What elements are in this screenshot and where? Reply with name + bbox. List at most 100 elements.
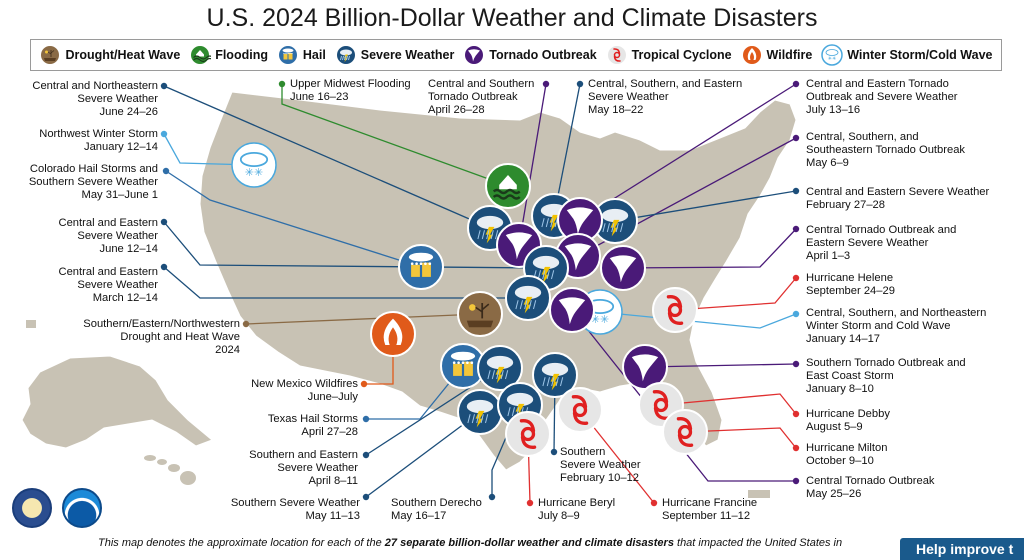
event-name: Hurricane Helene bbox=[806, 272, 894, 284]
event-label: Colorado Hail Storms and Southern Severe … bbox=[29, 163, 158, 202]
leader-dot bbox=[550, 448, 558, 456]
event-name: Colorado Hail Storms and bbox=[29, 163, 158, 175]
event-label: Central and Southern Tornado Outbreak Apri… bbox=[428, 78, 534, 117]
leader-line bbox=[245, 313, 481, 325]
leader-dot bbox=[360, 380, 368, 388]
leader-dot bbox=[278, 80, 286, 88]
hail-icon bbox=[276, 44, 299, 66]
event-label: Central Tornado Outbreak and Eastern Seve… bbox=[806, 224, 956, 263]
leader-line bbox=[674, 277, 797, 311]
event-date: April 1–3 bbox=[806, 250, 851, 262]
event-name: Severe Weather bbox=[77, 230, 158, 242]
legend-label: Tropical Cyclone bbox=[631, 48, 732, 62]
winter-storm-icon-marker: ✳✳ bbox=[231, 142, 277, 188]
event-name: Outbreak and Severe Weather bbox=[806, 91, 958, 103]
flood-icon bbox=[189, 44, 212, 66]
event-label: Southern Tornado Outbreak and East Coast … bbox=[806, 357, 966, 396]
event-name: Hurricane Milton bbox=[806, 442, 888, 454]
svg-text:✳✳: ✳✳ bbox=[828, 56, 836, 62]
event-date: June–July bbox=[307, 391, 358, 403]
event-date: 2024 bbox=[215, 344, 240, 356]
event-name: Hurricane Beryl bbox=[538, 497, 616, 509]
noaa-logo-icon bbox=[62, 488, 102, 528]
event-name: Southern/Eastern/Northwestern bbox=[83, 318, 240, 330]
leader-dot bbox=[792, 274, 800, 282]
legend-label: Tornado Outbreak bbox=[489, 48, 597, 62]
wildfire-icon-marker bbox=[370, 311, 416, 357]
event-label: Southern and Eastern Severe Weather April … bbox=[249, 449, 358, 488]
event-date: April 26–28 bbox=[428, 104, 485, 116]
legend-item: ✳✳ Winter Storm/Cold Wave bbox=[821, 44, 992, 66]
leader-dot bbox=[576, 80, 584, 88]
event-date: February 10–12 bbox=[560, 472, 639, 484]
event-date: January 12–14 bbox=[83, 141, 158, 153]
severe-weather-icon-marker bbox=[532, 352, 578, 398]
tropical-cyclone-icon-marker bbox=[652, 287, 698, 333]
winter-storm-icon-glyph: ✳✳ bbox=[821, 44, 843, 66]
leader-line bbox=[684, 427, 797, 449]
event-name: Severe Weather bbox=[77, 93, 158, 105]
event-label: Southern Severe Weather February 10–12 bbox=[560, 446, 641, 485]
leader-dot bbox=[542, 80, 550, 88]
help-improve-button[interactable]: Help improve t bbox=[900, 538, 1024, 560]
event-name: Severe Weather bbox=[560, 459, 641, 471]
event-name: Southeastern Tornado Outbreak bbox=[806, 144, 966, 156]
event-name: Central Tornado Outbreak and bbox=[806, 224, 957, 236]
leader-dot bbox=[792, 187, 800, 195]
event-label: Central and Eastern Severe Weather Februa… bbox=[806, 186, 989, 212]
legend-label: Drought/Heat Wave bbox=[65, 48, 181, 62]
leader-dot bbox=[162, 167, 170, 175]
event-date: August 5–9 bbox=[806, 421, 863, 433]
leader-dot bbox=[650, 499, 658, 507]
event-date: May 6–9 bbox=[806, 157, 849, 169]
drought-icon-marker bbox=[457, 291, 503, 337]
leader-dot bbox=[792, 310, 800, 318]
event-name: Southern bbox=[560, 446, 606, 458]
event-name: New Mexico Wildfires bbox=[251, 378, 358, 390]
tropical-cyclone-icon-marker bbox=[557, 387, 603, 433]
event-name: Texas Hail Storms bbox=[267, 413, 358, 425]
tropical-cyclone-icon-glyph bbox=[605, 44, 628, 66]
event-date: May 31–June 1 bbox=[81, 189, 159, 201]
tornado-icon-glyph bbox=[463, 44, 486, 66]
severe-weather-icon-marker bbox=[457, 389, 503, 435]
event-label: Central and Eastern Severe Weather June 12… bbox=[58, 217, 158, 256]
legend-label: Severe Weather bbox=[360, 48, 455, 62]
event-name: Central, Southern, and Eastern bbox=[588, 78, 743, 90]
event-name: Central Tornado Outbreak bbox=[806, 475, 935, 487]
legend-item: Flooding bbox=[189, 44, 268, 66]
event-label: Northwest Winter Storm January 12–14 bbox=[39, 128, 158, 154]
event-name: Eastern Severe Weather bbox=[806, 237, 929, 249]
tornado-icon-marker bbox=[600, 245, 646, 291]
event-label: Hurricane Debby August 5–9 bbox=[806, 408, 890, 434]
tornado-icon bbox=[463, 44, 486, 66]
leader-dot bbox=[160, 130, 168, 138]
event-date: July 8–9 bbox=[538, 510, 580, 522]
event-name: Southern and Eastern bbox=[249, 449, 358, 461]
tropical-cyclone-icon-marker bbox=[662, 409, 708, 455]
event-name: Upper Midwest Flooding bbox=[290, 78, 411, 90]
event-name: Central and Southern bbox=[428, 78, 535, 90]
leader-line bbox=[281, 84, 509, 187]
hail-icon-marker bbox=[398, 244, 444, 290]
event-name: East Coast Storm bbox=[806, 370, 894, 382]
hawaii-shape bbox=[144, 455, 196, 485]
event-date: June 24–26 bbox=[99, 106, 158, 118]
event-label: Hurricane Beryl July 8–9 bbox=[538, 497, 615, 523]
legend-label: Flooding bbox=[215, 48, 268, 62]
leader-dot bbox=[792, 477, 800, 485]
map-legend: Drought/Heat Wave Flooding Hail Severe Weat… bbox=[30, 39, 1002, 71]
tropical-cyclone-icon bbox=[605, 44, 628, 66]
legend-item: Hail bbox=[276, 44, 326, 66]
event-label: Central and Eastern Severe Weather March 1… bbox=[58, 266, 158, 305]
puerto-rico-shape bbox=[748, 490, 770, 498]
alaska-shape bbox=[21, 355, 213, 449]
footer-note: This map denotes the approximate locatio… bbox=[98, 537, 843, 549]
svg-text:✳✳: ✳✳ bbox=[591, 313, 609, 326]
leader-dot bbox=[792, 360, 800, 368]
tornado-icon-marker bbox=[549, 287, 595, 333]
event-label: Central, Southern, and Northeastern Winte… bbox=[806, 307, 986, 346]
page-title: U.S. 2024 Billion-Dollar Weather and Cli… bbox=[206, 4, 818, 32]
event-name: Hurricane Francine bbox=[662, 497, 758, 509]
